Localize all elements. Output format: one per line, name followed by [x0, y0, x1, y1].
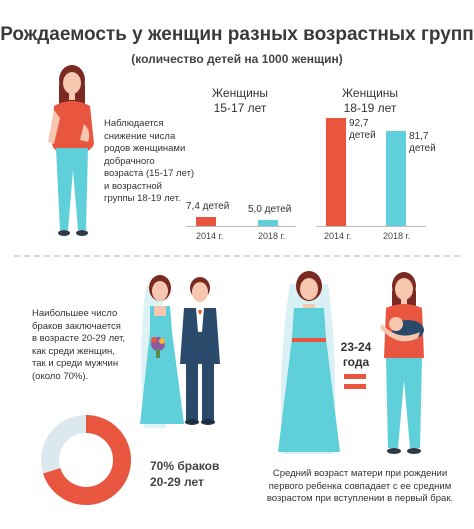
year-label: 2014 г.	[324, 231, 352, 241]
age-label: 23-24 года	[334, 340, 378, 370]
group-label-line: Женщины	[211, 86, 269, 100]
mother-baby-figure	[368, 266, 438, 462]
value-label-part: 92,7	[349, 118, 369, 129]
donut-label: 70% браков 20-29 лет	[150, 458, 219, 490]
note-mid-line: (около 70%).	[32, 370, 89, 382]
bride-figure-right	[272, 266, 346, 462]
year-label: 2018 г.	[258, 231, 286, 241]
value-label: 7,4 детей	[186, 201, 230, 213]
note-top-line: снижение числа	[104, 130, 176, 142]
note-top-line: и возрастной	[104, 180, 162, 192]
value-label-part: 81,7	[409, 130, 429, 142]
donut-chart	[36, 410, 136, 510]
note-bottom-line: возрастом при вступлении в первый брак.	[266, 493, 454, 504]
value-label-part: детей	[349, 130, 376, 141]
note-mid-line: так и среди мужчин	[32, 358, 119, 369]
group-label-line: Женщины	[341, 86, 399, 100]
donut-main-arc	[41, 415, 131, 505]
note-top-line: родов женщинами	[104, 143, 186, 154]
woman-figure-top	[40, 62, 110, 240]
note-mid: Наибольшее число браков заключается в во…	[32, 308, 125, 383]
note-top-line: возраста (15-17 лет)	[104, 168, 195, 179]
note-top: Наблюдается снижение числа родов женщина…	[104, 118, 194, 206]
note-mid-line: Наибольшее число	[32, 308, 118, 319]
bar-18-19-2018	[386, 130, 406, 226]
bride-groom-figure	[132, 272, 232, 434]
value-label: 5,0 детей	[248, 204, 292, 216]
note-top-line: Наблюдается	[104, 118, 164, 129]
note-mid-line: как среди женщин,	[32, 345, 115, 357]
page-subtitle: (количество детей на 1000 женщин)	[131, 52, 343, 66]
year-label: 2014 г.	[196, 231, 224, 241]
age-label-line: 23-24	[340, 340, 372, 354]
value-label-part: детей	[409, 142, 436, 154]
age-label-line: года	[342, 355, 370, 369]
value-label: 92,7 детей	[349, 118, 383, 142]
note-top-line: добрачного	[104, 155, 155, 167]
section-divider	[14, 255, 460, 257]
axis-15-17	[186, 226, 296, 227]
bar-15-17-2014	[196, 217, 216, 226]
note-bottom: Средний возраст матери при рождении перв…	[260, 468, 460, 506]
equals-sign	[344, 374, 366, 389]
year-label: 2018 г.	[383, 231, 411, 241]
group-label-line: 18-19 лет	[343, 101, 397, 115]
value-number: 81,7 детей	[409, 131, 443, 155]
note-bottom-line: Средний возраст матери при рождении	[272, 468, 448, 479]
bar-18-19-2014	[326, 118, 346, 226]
note-bottom-line: первого ребенка совпадает с ее средним	[268, 480, 452, 492]
group-label-line: 15-17 лет	[213, 101, 267, 115]
page-title: Рождаемость у женщин разных возрастных г…	[0, 24, 474, 45]
value-label: 81,7 детей	[409, 131, 443, 155]
axis-18-19	[316, 226, 426, 227]
group-label-18-19: Женщины 18-19 лет	[330, 86, 410, 116]
note-mid-line: браков заключается	[32, 320, 121, 332]
donut-label-line: 70% браков	[150, 459, 220, 473]
note-mid-line: в возрасте 20-29 лет,	[32, 333, 126, 344]
donut-label-line: 20-29 лет	[150, 475, 204, 489]
group-label-15-17: Женщины 15-17 лет	[200, 86, 280, 116]
bar-15-17-2018	[258, 220, 278, 226]
value-number: 92,7 детей	[349, 118, 383, 142]
note-top-line: группы 18-19 лет.	[104, 193, 181, 204]
